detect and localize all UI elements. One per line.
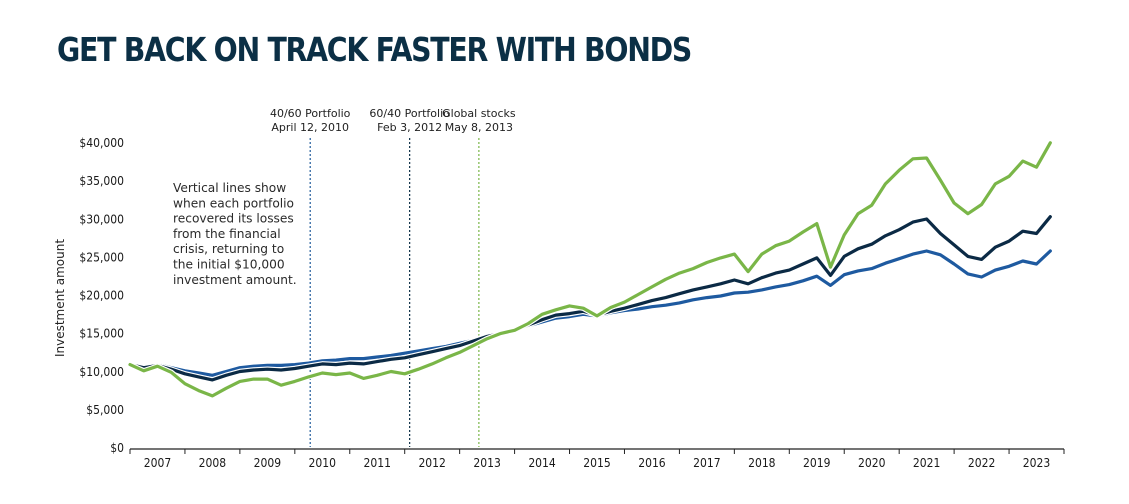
y-tick-label: $15,000 <box>79 327 124 341</box>
x-tick-label: 2020 <box>858 456 886 470</box>
note-line: from the financial <box>173 227 281 241</box>
y-tick-label: $40,000 <box>79 136 124 150</box>
x-tick-label: 2010 <box>309 456 337 470</box>
note-line: the initial $10,000 <box>173 258 285 272</box>
x-axis: 2007 2008 2009 2010 2011 2012 2013 2014 2015 2016… <box>129 448 1065 470</box>
y-tick-label: $20,000 <box>79 289 124 303</box>
y-tick-label: $10,000 <box>79 365 124 379</box>
series-line-60-40-portfolio <box>128 215 1052 382</box>
marker-label-portfolio: 40/60 Portfolio <box>270 107 351 120</box>
x-tick-label: 2011 <box>364 456 391 470</box>
y-tick-label: $5,000 <box>86 403 124 417</box>
x-tick-label: 2018 <box>748 456 776 470</box>
y-axis: $0 $5,000 $10,000 $15,000 $20,000 $25,000 $30,… <box>79 136 124 455</box>
series-line-global-stocks <box>128 141 1052 398</box>
marker-label-date: April 12, 2010 <box>271 121 349 134</box>
y-axis-label: Investment amount <box>53 239 67 357</box>
y-tick-label: $30,000 <box>79 212 124 226</box>
x-tick-label: 2017 <box>693 456 720 470</box>
y-tick-label: $0 <box>110 441 124 455</box>
marker-label-portfolio: 60/40 Portfolio <box>369 107 450 120</box>
x-tick-label: 2015 <box>583 456 610 470</box>
note-line: Vertical lines show <box>173 181 286 195</box>
x-tick-label: 2013 <box>473 456 500 470</box>
marker-label-date: May 8, 2013 <box>445 121 513 134</box>
page-title: GET BACK ON TRACK FASTER WITH BONDS <box>57 30 692 69</box>
x-tick-label: 2023 <box>1023 456 1050 470</box>
note-line: when each portfolio <box>173 196 294 210</box>
marker-label-portfolio: Global stocks <box>442 107 516 120</box>
y-tick-label: $35,000 <box>79 174 124 188</box>
series-lines <box>127 140 1054 399</box>
x-tick-label: 2021 <box>913 456 940 470</box>
note-line: investment amount. <box>173 273 297 287</box>
marker-label-date: Feb 3, 2012 <box>377 121 442 134</box>
x-tick-label: 2019 <box>803 456 831 470</box>
x-tick-label: 2016 <box>638 456 666 470</box>
y-tick-label: $25,000 <box>79 250 124 264</box>
x-tick-label: 2007 <box>144 456 171 470</box>
x-tick-label: 2009 <box>254 456 282 470</box>
x-tick-label: 2008 <box>199 456 227 470</box>
note-line: recovered its losses <box>173 212 294 226</box>
series-halo <box>127 213 1054 383</box>
note-line: crisis, returning to <box>173 242 284 256</box>
x-tick-label: 2012 <box>418 456 445 470</box>
x-tick-label: 2014 <box>528 456 556 470</box>
x-tick-label: 2022 <box>968 456 995 470</box>
